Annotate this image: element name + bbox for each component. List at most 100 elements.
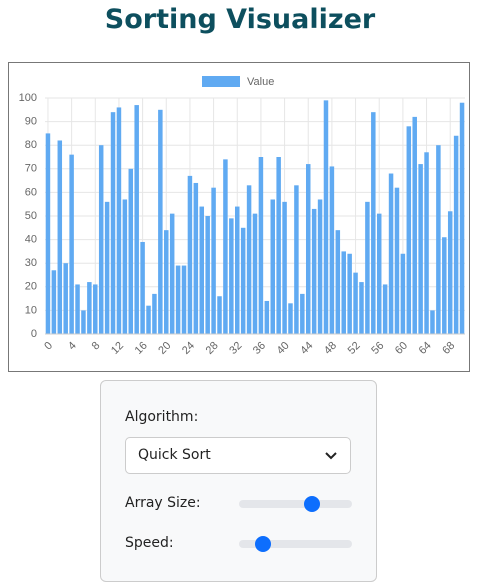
bar: [329, 166, 335, 334]
slider-thumb[interactable]: [255, 536, 271, 552]
x-tick-label: 0: [42, 340, 55, 353]
speed-slider[interactable]: [239, 536, 352, 552]
y-tick-label: 60: [25, 186, 37, 198]
x-tick-label: 52: [346, 340, 363, 357]
bar: [335, 230, 341, 334]
page: Sorting Visualizer Value 0 10 20 30 40 50 60 70 8…: [8, 4, 470, 582]
bar: [169, 213, 175, 334]
bar: [311, 208, 317, 334]
bar: [294, 185, 299, 334]
legend-label: Value: [247, 76, 274, 88]
bar: [128, 168, 134, 334]
y-tick-label: 0: [31, 328, 37, 340]
x-tick-label: 16: [133, 340, 150, 357]
bar: [418, 164, 423, 334]
bar: [376, 213, 382, 334]
algorithm-value: Quick Sort: [138, 447, 211, 463]
bar: [164, 230, 169, 334]
x-tick-label: 12: [109, 340, 126, 357]
bar: [341, 251, 346, 334]
chart-container: Value 0 10 20 30 40 50 60 70 80 90 100 0 4 8 12 16 20 24 28…: [8, 62, 470, 372]
bar: [152, 293, 157, 334]
y-tick-label: 100: [19, 92, 37, 104]
bar: [223, 159, 228, 334]
x-tick-label: 28: [204, 340, 221, 357]
array-size-slider[interactable]: [239, 496, 352, 512]
bar: [98, 145, 104, 334]
bar: [382, 284, 388, 334]
x-tick-label: 48: [322, 340, 339, 357]
bar: [353, 272, 358, 334]
slider-thumb[interactable]: [304, 496, 320, 512]
bar: [229, 218, 234, 334]
x-tick-label: 56: [369, 340, 386, 357]
bar: [93, 284, 98, 334]
y-tick-label: 90: [25, 116, 37, 128]
page-title: Sorting Visualizer: [104, 4, 376, 35]
bar: [181, 265, 187, 334]
bar: [252, 213, 258, 334]
bar: [459, 102, 465, 334]
bar: [412, 116, 417, 334]
x-tick-label: 8: [90, 340, 103, 353]
bar: [110, 112, 116, 334]
bar: [140, 241, 145, 334]
bar: [87, 282, 92, 334]
bar: [51, 270, 57, 334]
y-tick-label: 10: [25, 304, 37, 316]
x-tick-label: 60: [393, 340, 410, 357]
bar: [116, 107, 122, 334]
bar: [205, 216, 210, 334]
bar: [288, 303, 293, 334]
x-tick-label: 44: [298, 340, 315, 357]
bar: [317, 199, 323, 334]
bar: [57, 140, 63, 334]
bar: [447, 211, 453, 334]
bar: [371, 112, 376, 334]
bar: [258, 157, 264, 334]
bar: [270, 199, 275, 334]
bar: [69, 154, 74, 334]
bar: [400, 253, 406, 334]
y-tick-label: 30: [25, 257, 37, 269]
bar: [122, 199, 128, 334]
bar: [394, 187, 400, 334]
bar: [246, 185, 252, 334]
bar: [134, 105, 139, 334]
algorithm-label: Algorithm:: [125, 409, 199, 425]
x-tick-label: 4: [66, 340, 79, 353]
algorithm-select[interactable]: Quick Sort: [125, 437, 351, 474]
bar: [436, 145, 441, 334]
speed-label: Speed:: [125, 535, 174, 551]
x-tick-label: 24: [180, 340, 197, 357]
bar: [158, 109, 163, 334]
y-tick-label: 40: [25, 234, 37, 246]
bar: [365, 201, 370, 334]
bar: [424, 152, 429, 334]
bar: [63, 263, 68, 334]
bar: [75, 284, 80, 334]
x-tick-label: 32: [227, 340, 244, 357]
chevron-icon: [325, 452, 337, 460]
x-tick-label: 64: [417, 340, 434, 357]
bar: [388, 173, 394, 334]
bar: [81, 310, 86, 334]
array-size-label: Array Size:: [125, 495, 201, 511]
bar: [146, 305, 151, 334]
y-tick-label: 20: [25, 281, 37, 293]
bar: [305, 164, 311, 334]
controls-panel: Algorithm: Quick Sort Array Size: Speed:: [100, 380, 377, 582]
bar: [45, 133, 51, 334]
bar: [276, 157, 281, 334]
bar: [193, 182, 199, 334]
y-tick-label: 70: [25, 163, 37, 175]
bar: [199, 206, 205, 334]
bar: [211, 187, 216, 334]
bar: [104, 201, 110, 334]
bar: [187, 175, 193, 334]
bar: [217, 296, 222, 334]
x-tick-label: 20: [156, 340, 173, 357]
x-tick-label: 36: [251, 340, 268, 357]
bar: [175, 265, 181, 334]
